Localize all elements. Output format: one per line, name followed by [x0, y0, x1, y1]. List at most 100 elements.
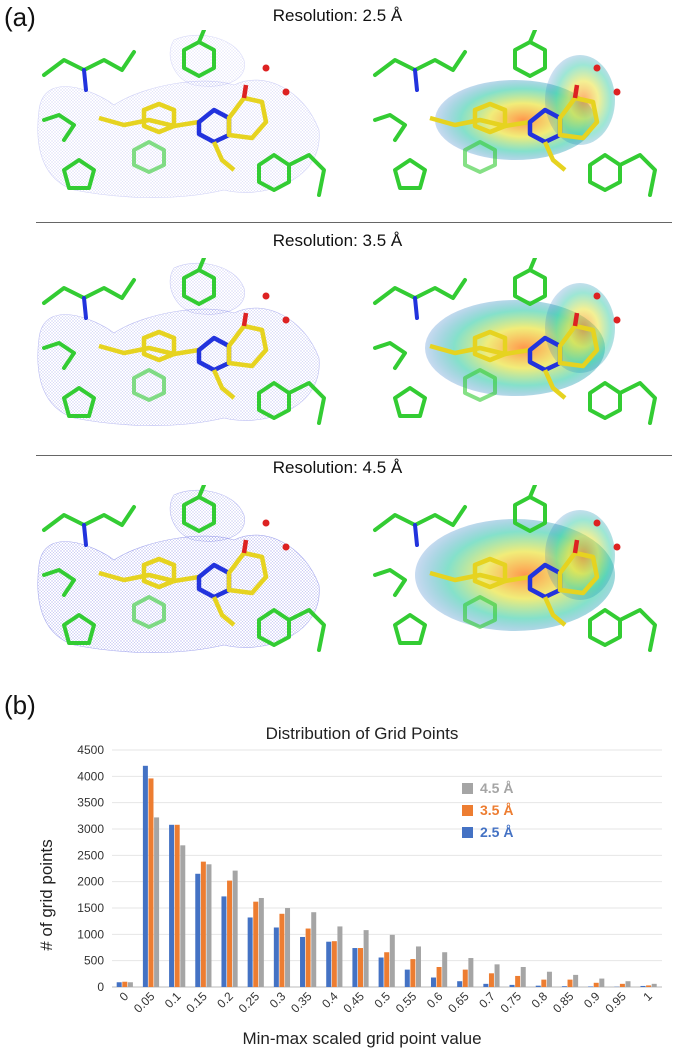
bar-45-0.5 [389, 934, 395, 987]
density-map-2-5-left [37, 30, 326, 198]
y-tick-label: 4000 [77, 769, 104, 783]
bar-45-0.45 [363, 930, 369, 987]
bar-35-0.4 [331, 941, 337, 987]
density-map-3-5-left-density-mesh [37, 307, 320, 426]
bar-25-0.6 [430, 977, 436, 987]
bar-25-0.45 [352, 948, 358, 987]
chart-title: Distribution of Grid Points [266, 724, 459, 743]
resolution-title-2-5: Resolution: 2.5 Å [272, 6, 403, 25]
bar-25-1 [640, 985, 646, 987]
density-map-4-5-left-ligand [98, 539, 269, 627]
bar-45-0.65 [468, 958, 474, 987]
x-tick-label: 0.4 [319, 989, 341, 1011]
bar-35-0.05 [148, 778, 154, 987]
bar-35-0 [122, 981, 128, 987]
bar-45-0 [127, 982, 133, 987]
bar-35-0.65 [462, 969, 468, 987]
bar-45-0.3 [285, 908, 291, 987]
legend-swatch [462, 783, 473, 794]
bar-25-0.2 [221, 896, 227, 987]
x-tick-label: 0.35 [288, 989, 315, 1016]
bar-45-0.05 [154, 817, 160, 987]
density-map-2-5-left-protein-residues [42, 30, 326, 197]
bar-35-0.75 [515, 975, 521, 987]
bar-35-0.1 [174, 824, 180, 987]
bar-45-0.4 [337, 926, 343, 987]
bar-25-0.8 [535, 985, 541, 987]
density-map-2-5-left-density-mesh [37, 79, 320, 198]
resolution-title-3-5: Resolution: 3.5 Å [272, 231, 403, 250]
y-tick-label: 4500 [77, 743, 104, 757]
legend-label: 4.5 Å [480, 780, 513, 796]
bar-35-0.2 [227, 880, 233, 987]
x-tick-label: 0.1 [162, 989, 184, 1011]
x-axis-label: Min-max scaled grid point value [242, 1029, 481, 1048]
bar-35-0.55 [410, 959, 416, 987]
legend-label: 3.5 Å [480, 802, 513, 818]
saliency-map-2-5-right-ligand [429, 84, 600, 172]
bar-25-0.9 [588, 986, 594, 987]
y-tick-label: 3000 [77, 822, 104, 836]
x-tick-label: 0.45 [341, 989, 368, 1016]
bar-25-0 [116, 982, 122, 987]
bar-35-0.3 [279, 913, 285, 987]
bar-45-0.15 [206, 864, 212, 987]
legend-label: 2.5 Å [480, 824, 513, 840]
row-separator-2 [36, 455, 672, 456]
bar-45-0.9 [599, 978, 605, 987]
y-tick-label: 1000 [77, 927, 104, 941]
y-axis-label: # of grid points [37, 839, 56, 951]
y-tick-label: 1500 [77, 901, 104, 915]
bar-45-0.55 [415, 946, 421, 987]
bar-35-0.45 [358, 948, 364, 987]
x-tick-label: 0.95 [602, 989, 629, 1016]
bar-25-0.5 [378, 957, 384, 987]
bar-35-0.9 [593, 982, 599, 987]
saliency-map-4-5-right-ligand [429, 539, 600, 627]
bar-25-0.75 [509, 984, 515, 987]
saliency-map-3-5-right-protein-residues [373, 258, 657, 425]
resolution-title-4-5: Resolution: 4.5 Å [272, 458, 403, 477]
bar-45-0.75 [520, 966, 526, 987]
x-tick-label: 0.9 [581, 989, 603, 1011]
x-tick-label: 0.2 [214, 989, 236, 1011]
bar-25-0.3 [273, 927, 279, 987]
saliency-map-2-5-right-protein-residues [373, 30, 657, 197]
bar-35-0.95 [619, 983, 625, 987]
density-map-4-5-left [37, 485, 326, 653]
bar-45-0.35 [311, 912, 317, 987]
legend-swatch [462, 805, 473, 816]
bar-45-0.85 [573, 974, 579, 987]
x-tick-label: 0.05 [131, 989, 158, 1016]
bar-45-0.1 [180, 845, 186, 987]
x-tick-label: 0.5 [371, 989, 393, 1011]
density-map-4-5-left-water-molecules [262, 519, 290, 551]
density-map-3-5-left-water-molecules [262, 292, 290, 324]
bar-45-0.2 [232, 870, 238, 987]
bar-45-0.25 [258, 897, 264, 987]
row-separator-1 [36, 222, 672, 223]
x-tick-label: 0.55 [393, 989, 420, 1016]
x-tick-label: 0.65 [445, 989, 472, 1016]
saliency-map-4-5-right [373, 485, 657, 652]
bar-25-0.35 [300, 936, 306, 987]
bar-35-0.5 [384, 952, 390, 987]
bar-45-1 [651, 983, 657, 987]
bar-45-0.6 [442, 952, 448, 987]
panel-a-label: (a) [4, 2, 36, 32]
bar-25-0.15 [195, 873, 201, 987]
x-tick-label: 0.3 [267, 989, 289, 1011]
density-map-4-5-left-protein-residues [42, 485, 326, 652]
y-tick-label: 3500 [77, 796, 104, 810]
density-map-2-5-left-ligand [98, 84, 269, 172]
y-tick-label: 0 [97, 980, 104, 994]
y-tick-label: 500 [84, 954, 104, 968]
saliency-map-2-5-right [373, 30, 657, 197]
density-map-4-5-left-density-mesh [37, 534, 320, 653]
bar-25-0.1 [169, 824, 175, 987]
bar-35-0.6 [436, 966, 442, 987]
saliency-map-2-5-right-water-molecules [593, 64, 621, 96]
y-tick-label: 2000 [77, 875, 104, 889]
saliency-map-3-5-right-ligand [429, 312, 600, 400]
x-tick-label: 0.25 [236, 989, 263, 1016]
